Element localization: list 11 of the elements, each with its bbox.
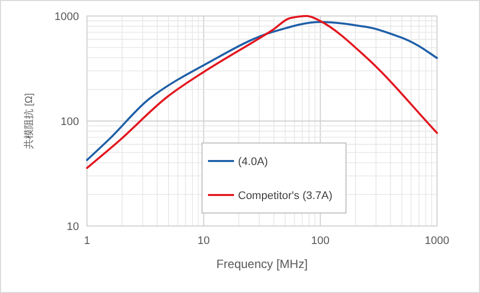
y-tick-label: 1000 xyxy=(54,11,79,23)
x-tick-label: 10 xyxy=(198,235,210,247)
x-tick-label: 1 xyxy=(84,235,90,247)
y-tick-label: 100 xyxy=(60,116,79,128)
y-axis-title: 共模阻抗 [Ω] xyxy=(23,92,35,149)
legend-label: Competitor's (3.7A) xyxy=(238,190,332,202)
x-tick-label: 1000 xyxy=(424,235,450,247)
x-axis-title: Frequency [MHz] xyxy=(216,257,308,271)
legend-label: (4.0A) xyxy=(238,156,268,168)
y-tick-label: 10 xyxy=(66,221,79,233)
x-tick-label: 100 xyxy=(311,235,330,247)
